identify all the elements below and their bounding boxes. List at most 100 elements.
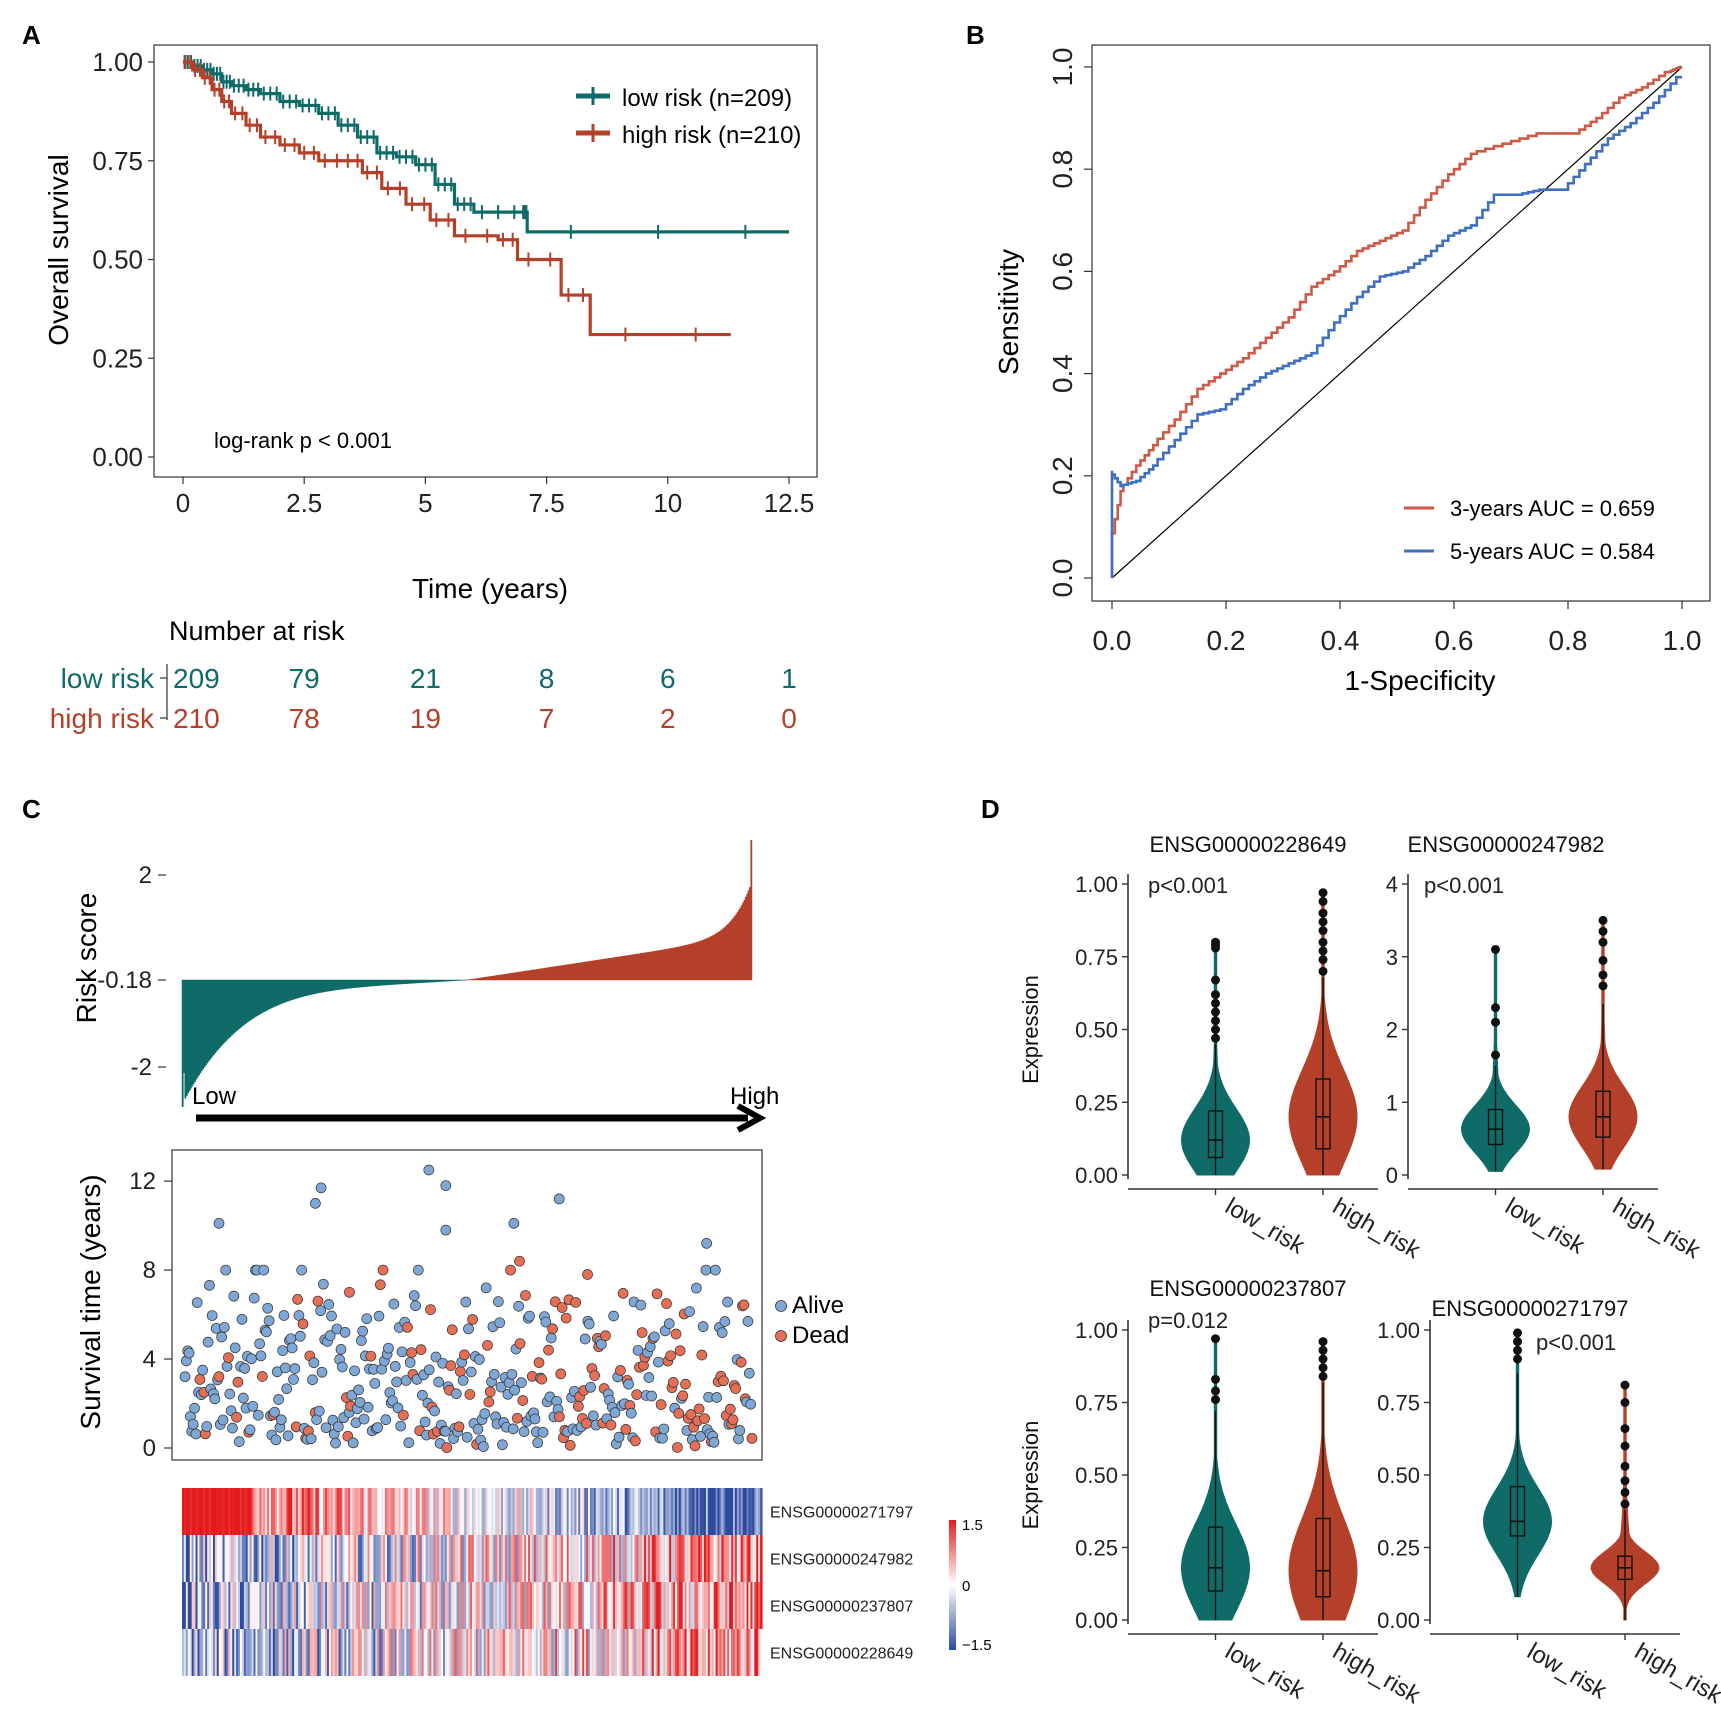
- heatmap-cell: [404, 1582, 407, 1629]
- heatmap-cell: [280, 1629, 284, 1676]
- heatmap-row-label: ENSG00000247982: [770, 1552, 913, 1569]
- km-legend: low risk (n=209) high risk (n=210): [576, 85, 801, 149]
- heatmap-cell: [334, 1535, 338, 1582]
- heatmap-cell: [253, 1629, 257, 1676]
- heatmap-cell: [495, 1535, 498, 1582]
- heatmap-cell: [243, 1488, 247, 1535]
- heatmap-cell: [381, 1582, 384, 1629]
- point-alive: [261, 1326, 272, 1338]
- point-dead: [615, 1365, 626, 1376]
- heatmap-cell: [236, 1629, 239, 1676]
- heatmap-cell: [315, 1488, 318, 1535]
- heatmap-cell: [760, 1488, 763, 1535]
- heatmap-cell: [270, 1535, 274, 1582]
- heatmap-cell: [723, 1582, 726, 1629]
- heatmap-cell: [580, 1582, 583, 1629]
- violin-box: [1315, 1078, 1331, 1150]
- heatmap-cell: [222, 1629, 226, 1676]
- heatmap-cell: [452, 1582, 456, 1629]
- heatmap-cell: [340, 1535, 344, 1582]
- heatmap-cell: [187, 1629, 191, 1676]
- heatmap-cell: [611, 1629, 614, 1676]
- point-alive: [697, 1321, 709, 1332]
- heatmap-cell: [232, 1488, 235, 1535]
- heatmap-cell: [356, 1629, 359, 1676]
- point-alive: [391, 1376, 402, 1388]
- heatmap-cell: [386, 1582, 390, 1629]
- heatmap-cell: [319, 1535, 322, 1582]
- roc-x-tick-label: 0.8: [1549, 625, 1588, 656]
- violin-x-label: low_risk: [1221, 1193, 1310, 1260]
- heatmap-cell: [549, 1535, 552, 1582]
- heatmap-cell: [657, 1535, 661, 1582]
- heatmap-cell: [659, 1629, 663, 1676]
- heatmap-cell: [700, 1629, 703, 1676]
- point-alive: [270, 1434, 282, 1446]
- heatmap-cell: [323, 1629, 326, 1676]
- heatmap-cell: [340, 1629, 344, 1676]
- heatmap-cell: [657, 1629, 661, 1676]
- heatmap-cell: [522, 1582, 525, 1629]
- heatmap-cell: [653, 1582, 657, 1629]
- heatmap-cell: [317, 1582, 320, 1629]
- heatmap-cell: [617, 1488, 620, 1535]
- heatmap-cell: [705, 1488, 709, 1535]
- heatmap-cell: [398, 1535, 402, 1582]
- heatmap-cell: [665, 1535, 668, 1582]
- heatmap-cell: [624, 1535, 628, 1582]
- heatmap-cell: [247, 1582, 251, 1629]
- heatmap-cell: [328, 1582, 332, 1629]
- heatmap-cell: [328, 1535, 332, 1582]
- heatmap-cell: [193, 1582, 197, 1629]
- heatmap-cell: [425, 1535, 429, 1582]
- point-alive: [305, 1433, 317, 1445]
- heatmap-cell: [636, 1629, 639, 1676]
- heatmap-cell: [298, 1582, 301, 1629]
- heatmap-cell: [709, 1629, 713, 1676]
- heatmap-cell: [230, 1535, 233, 1582]
- heatmap-cell: [356, 1582, 359, 1629]
- heatmap-cell: [299, 1582, 303, 1629]
- point-alive: [326, 1310, 337, 1322]
- heatmap-cell: [475, 1629, 479, 1676]
- heatmap-cell: [415, 1629, 419, 1676]
- heatmap-cell: [189, 1488, 193, 1535]
- heatmap-cell: [638, 1629, 641, 1676]
- heatmap-cell: [357, 1535, 361, 1582]
- heatmap-cell: [533, 1582, 537, 1629]
- heatmap-cell: [760, 1582, 763, 1629]
- violin-outlier: [1318, 946, 1328, 956]
- heatmap-cell: [694, 1488, 697, 1535]
- violin-outlier: [1318, 888, 1328, 898]
- heatmap-cell: [325, 1629, 328, 1676]
- heatmap-cell: [330, 1582, 334, 1629]
- heatmap-cell: [618, 1488, 622, 1535]
- heatmap-cell: [350, 1582, 353, 1629]
- heatmap-cell: [752, 1535, 755, 1582]
- point-dead: [213, 1371, 225, 1382]
- heatmap-cell: [344, 1488, 347, 1535]
- heatmap-cell: [417, 1629, 421, 1676]
- heatmap-cell: [758, 1488, 761, 1535]
- point-alive: [289, 1363, 301, 1374]
- violin-box: [1487, 1108, 1504, 1146]
- heatmap-cell: [657, 1582, 661, 1629]
- heatmap-cell: [756, 1629, 759, 1676]
- heatmap-cell: [497, 1582, 500, 1629]
- heatmap-cell: [216, 1582, 220, 1629]
- heatmap-cell: [626, 1535, 630, 1582]
- heatmap-cell: [243, 1629, 247, 1676]
- km-x-tick-label: 5: [418, 488, 432, 518]
- heatmap-cell: [375, 1535, 378, 1582]
- heatmap-cell: [243, 1535, 247, 1582]
- heatmap-cell: [319, 1629, 322, 1676]
- heatmap-cell: [539, 1629, 543, 1676]
- heatmap-cell: [663, 1582, 666, 1629]
- heatmap-cell: [286, 1535, 289, 1582]
- heatmap-cell: [655, 1488, 659, 1535]
- heatmap-cell: [506, 1535, 510, 1582]
- heatmap-cell: [597, 1629, 601, 1676]
- heatmap-cell: [752, 1629, 755, 1676]
- heatmap-cell: [475, 1535, 479, 1582]
- heatmap-cell: [715, 1582, 719, 1629]
